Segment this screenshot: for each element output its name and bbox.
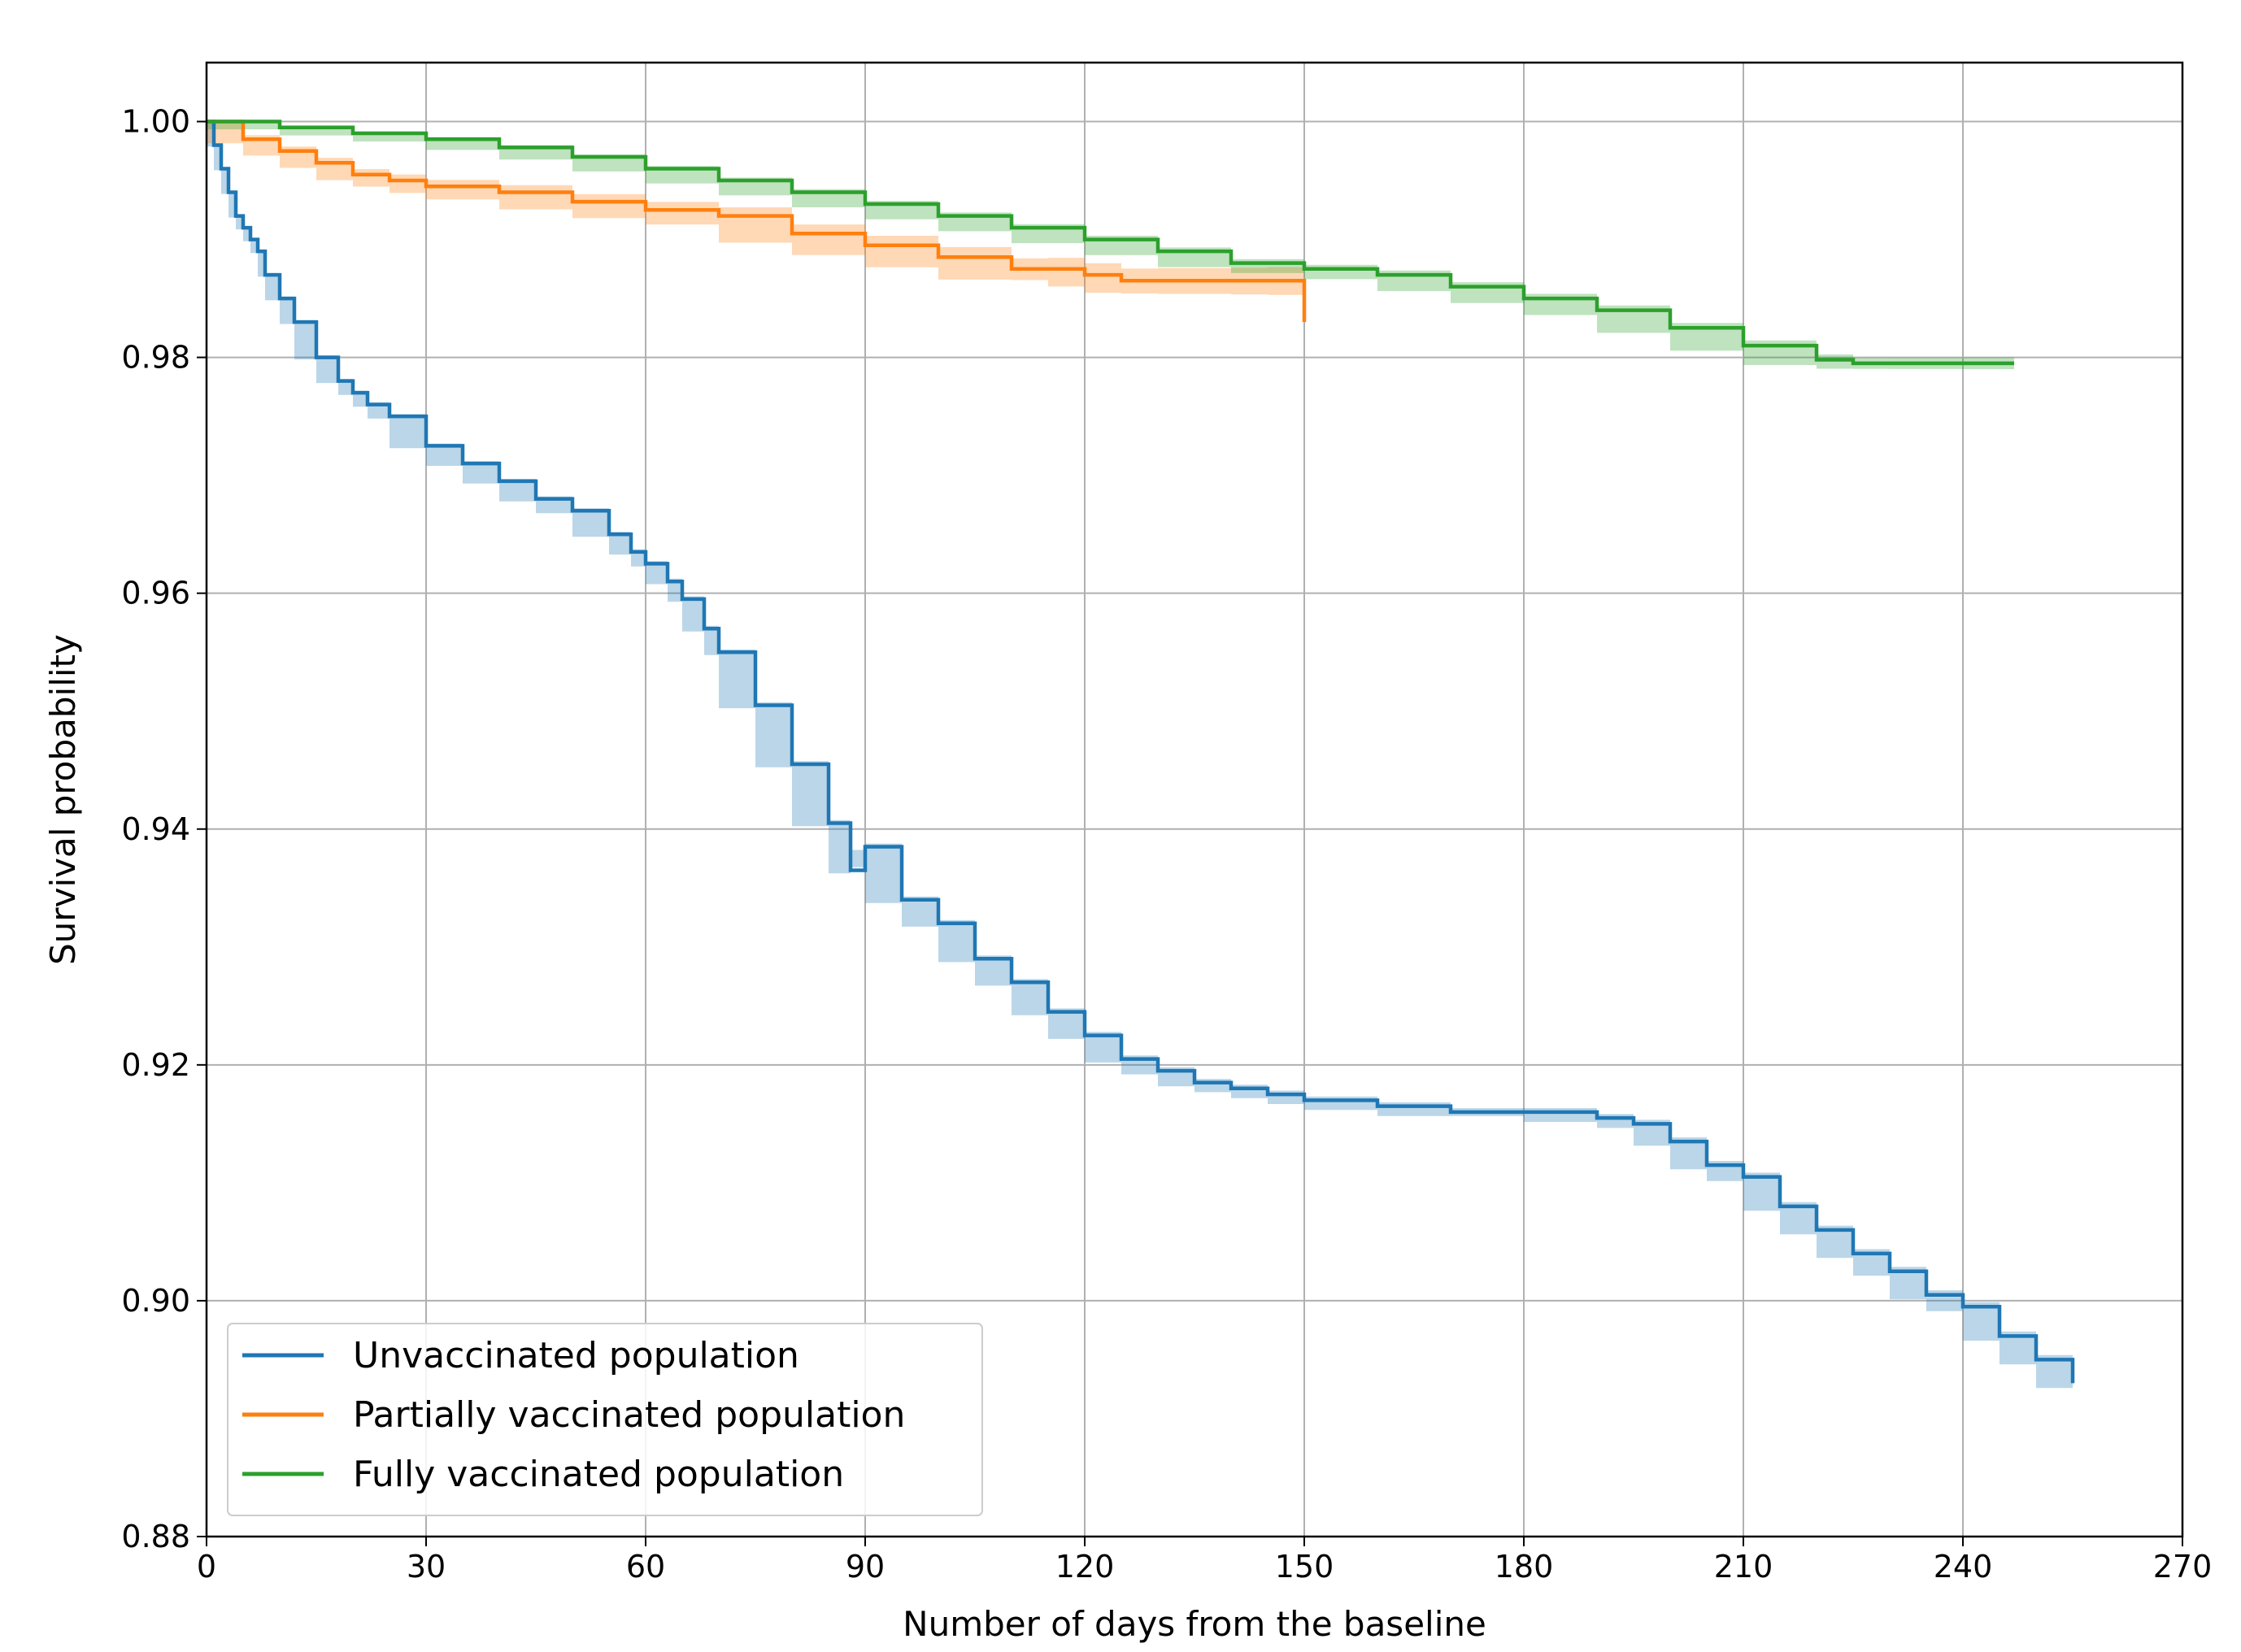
series-line-unvaccinated — [207, 120, 2075, 1384]
x-tick-label: 30 — [407, 1549, 446, 1585]
x-tick-label: 180 — [1495, 1549, 1554, 1585]
x-tick-label: 270 — [2153, 1549, 2213, 1585]
legend: Unvaccinated population Partially vaccin… — [227, 1323, 983, 1516]
x-tick-label: 150 — [1275, 1549, 1334, 1585]
y-axis-label: Survival probability — [43, 634, 83, 965]
x-ticks: 0 30 60 90 120 150 180 210 240 270 — [197, 1537, 2212, 1585]
legend-label-unvaccinated: Unvaccinated population — [353, 1335, 799, 1376]
series-lines — [207, 120, 2075, 1384]
y-tick-label: 0.94 — [121, 811, 190, 847]
y-tick-label: 0.88 — [121, 1519, 190, 1554]
ci-band-unvaccinated — [207, 121, 2073, 1389]
confidence-bands — [207, 121, 2073, 1389]
ci-band-fully-vaccinated — [207, 121, 2014, 370]
series-line-partially-vaccinated — [207, 120, 1307, 323]
ci-band-partially-vaccinated — [207, 121, 1304, 295]
y-ticks: 0.88 0.90 0.92 0.94 0.96 0.98 1.00 — [121, 104, 207, 1554]
y-tick-label: 0.90 — [121, 1283, 190, 1319]
y-tick-label: 0.96 — [121, 576, 190, 611]
x-tick-label: 60 — [626, 1549, 665, 1585]
x-tick-label: 120 — [1055, 1549, 1115, 1585]
x-tick-label: 90 — [846, 1549, 885, 1585]
legend-label-partially-vaccinated: Partially vaccinated population — [353, 1394, 905, 1436]
series-line-fully-vaccinated — [207, 120, 2014, 366]
x-tick-label: 240 — [1934, 1549, 1993, 1585]
x-tick-label: 210 — [1714, 1549, 1773, 1585]
x-tick-label: 0 — [197, 1549, 216, 1585]
legend-box — [227, 1323, 983, 1516]
y-tick-label: 1.00 — [121, 104, 190, 140]
x-axis-label: Number of days from the baseline — [903, 1604, 1486, 1644]
plot-frame — [205, 61, 2184, 1538]
y-tick-label: 0.92 — [121, 1047, 190, 1083]
legend-label-fully-vaccinated: Fully vaccinated population — [353, 1454, 844, 1495]
y-tick-label: 0.98 — [121, 340, 190, 376]
